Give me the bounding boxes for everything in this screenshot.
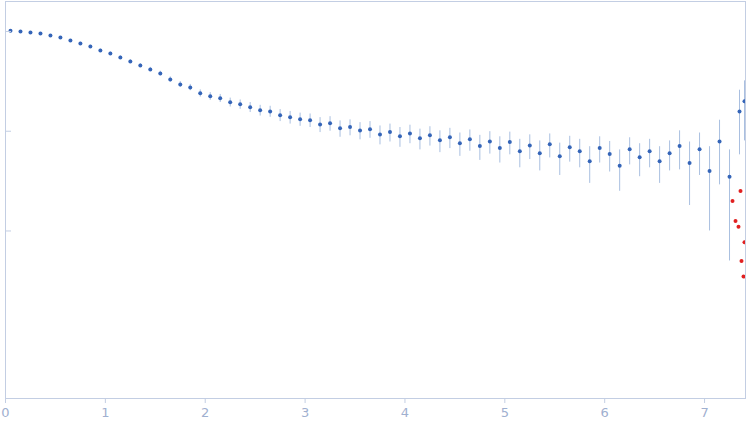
svg-text:4: 4 [401,405,409,420]
svg-text:3: 3 [301,405,309,420]
svg-text:6: 6 [601,405,609,420]
svg-text:5: 5 [501,405,509,420]
svg-text:1: 1 [101,405,109,420]
svg-text:7: 7 [700,405,708,420]
svg-text:0: 0 [1,405,9,420]
svg-text:2: 2 [201,405,209,420]
